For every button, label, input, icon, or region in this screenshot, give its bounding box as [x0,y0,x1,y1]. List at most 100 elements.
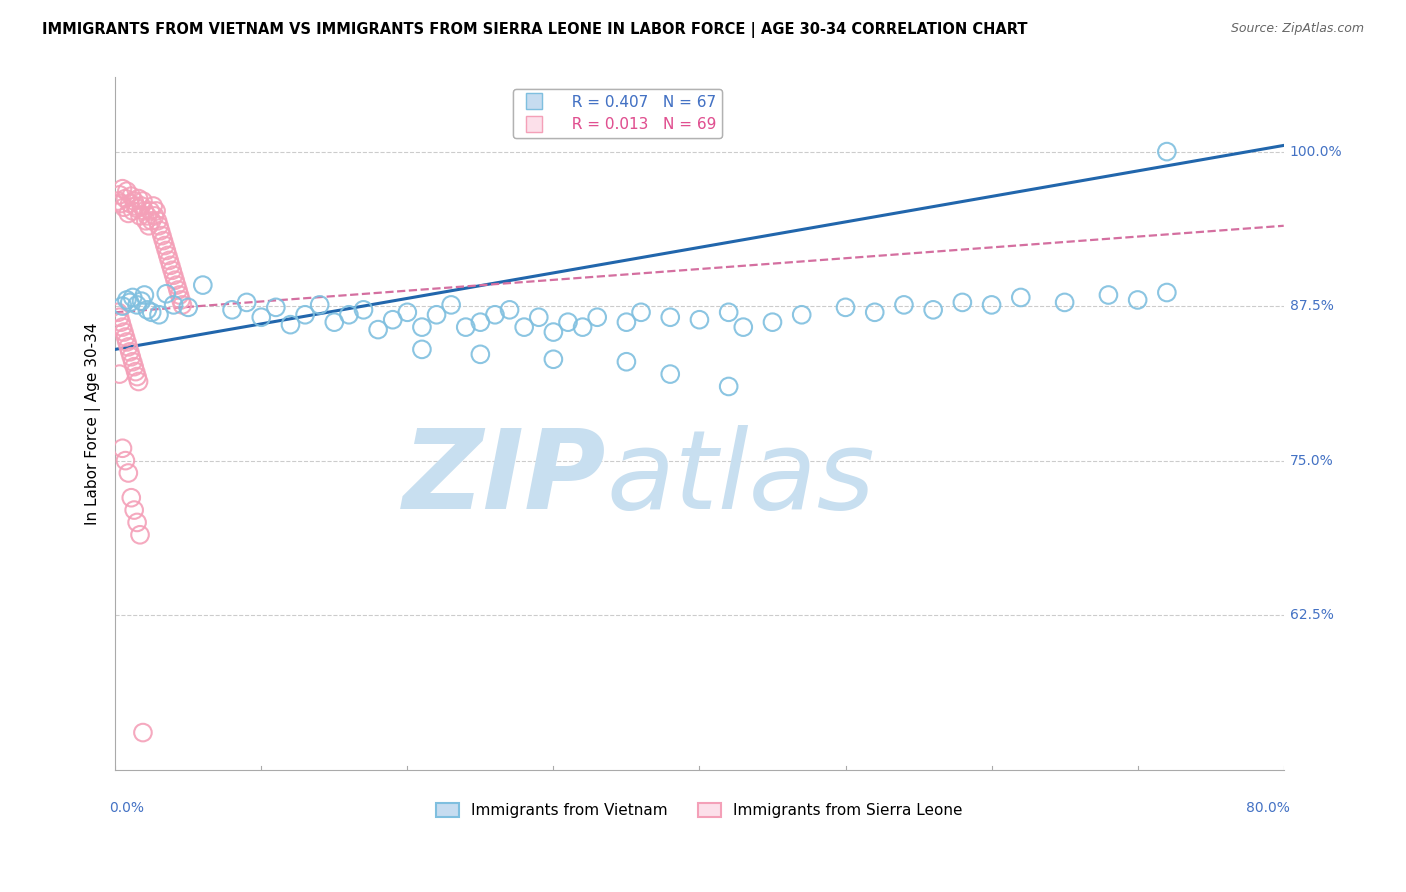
Point [165,273,187,287]
Point [132,194,155,208]
Point [115,293,138,307]
Point [1010,290,1032,304]
Point [111,442,134,456]
Point [124,199,146,213]
Point [470,315,492,329]
Point [142,199,165,213]
Point [108,187,131,202]
Point [112,200,135,214]
Point [110,315,132,329]
Text: 75.0%: 75.0% [1289,454,1333,467]
Point [543,352,565,367]
Point [167,283,190,297]
Point [172,298,194,312]
Point [527,310,550,325]
Point [111,299,134,313]
Point [659,310,682,325]
Point [616,355,638,369]
Point [717,379,740,393]
Point [616,315,638,329]
Point [169,288,191,302]
Point [131,294,153,309]
Point [586,310,609,325]
Point [132,725,155,739]
Text: 100.0%: 100.0% [1289,145,1343,159]
Point [1097,288,1119,302]
Point [159,258,181,272]
Text: atlas: atlas [606,425,875,533]
Point [128,375,150,389]
Point [138,219,160,233]
Point [160,263,183,277]
Point [141,305,163,319]
Point [221,302,243,317]
Point [149,224,172,238]
Point [367,323,389,337]
Point [120,491,142,505]
Point [717,305,740,319]
Point [264,301,287,315]
Point [543,325,565,339]
Point [146,214,169,228]
Point [115,184,138,198]
Point [118,295,141,310]
Point [337,308,360,322]
Text: 87.5%: 87.5% [1289,299,1333,313]
Point [134,288,156,302]
Point [498,302,520,317]
Point [136,302,159,317]
Point [484,308,506,322]
Point [117,340,139,354]
Legend:   R = 0.407   N = 67,   R = 0.013   N = 69: R = 0.407 N = 67, R = 0.013 N = 69 [513,88,723,138]
Point [117,206,139,220]
Point [470,347,492,361]
Point [396,305,419,319]
Point [155,244,177,258]
Point [131,199,153,213]
Point [150,228,173,243]
Point [323,315,346,329]
Text: 62.5%: 62.5% [1289,608,1333,622]
Point [127,202,149,216]
Point [571,320,593,334]
Point [135,214,157,228]
Point [129,528,152,542]
Point [128,192,150,206]
Point [162,298,184,312]
Point [121,355,143,369]
Point [129,209,152,223]
Point [630,305,652,319]
Point [152,234,174,248]
Point [733,320,755,334]
Point [381,312,404,326]
Y-axis label: In Labor Force | Age 30-34: In Labor Force | Age 30-34 [86,322,101,524]
Point [121,203,143,218]
Point [235,295,257,310]
Point [411,343,433,357]
Point [111,182,134,196]
Point [107,194,129,208]
Text: 0.0%: 0.0% [110,801,145,814]
Point [124,365,146,379]
Point [157,253,180,268]
Point [790,308,813,322]
Point [980,298,1002,312]
Point [108,367,131,381]
Point [353,302,375,317]
Point [922,302,945,317]
Point [122,359,145,374]
Point [557,315,579,329]
Point [893,298,915,312]
Point [440,298,463,312]
Point [114,330,136,344]
Point [148,219,170,233]
Point [114,453,136,467]
Point [162,268,184,283]
Point [136,209,159,223]
Point [117,466,139,480]
Point [143,209,166,223]
Point [153,238,176,252]
Point [127,516,149,530]
Point [454,320,477,334]
Point [115,334,138,349]
